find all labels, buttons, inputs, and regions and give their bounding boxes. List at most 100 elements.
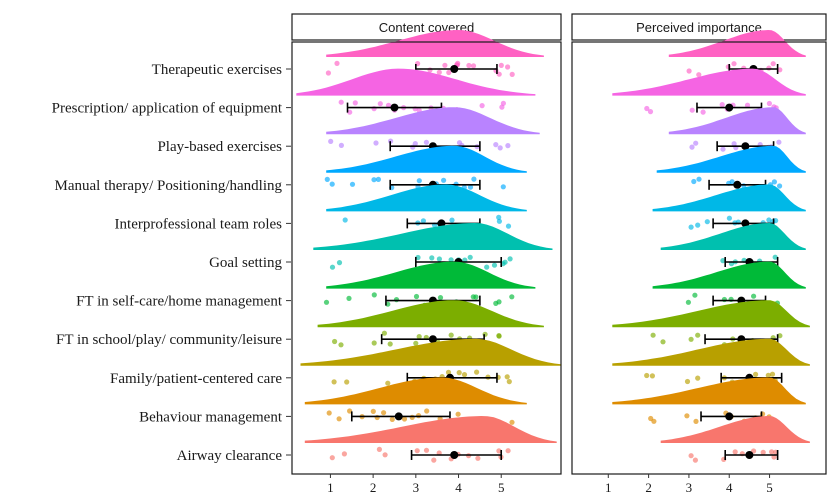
data-point [412,141,418,147]
data-point [507,256,513,262]
data-point [772,254,778,260]
data-point [446,69,452,76]
density-cloud [304,377,527,405]
data-point [324,176,330,182]
data-point [325,70,331,76]
density-cloud [326,145,527,173]
density-cloud [326,30,544,57]
data-point [731,141,737,147]
mean-point [450,451,459,459]
data-point [471,176,477,182]
data-point [760,449,766,455]
data-point [496,333,502,339]
data-point [505,64,511,70]
data-point [505,448,511,454]
data-point [496,448,502,454]
data-point [409,414,415,420]
data-point [505,223,512,229]
data-point [496,214,502,220]
data-point [352,100,358,106]
data-point [467,254,473,260]
data-point [482,331,488,337]
data-point [684,378,691,385]
density-cloud [656,145,806,173]
data-point [416,178,422,184]
density-cloud [668,107,806,135]
data-point [373,140,379,146]
data-point [692,292,698,298]
mean-point [741,219,750,228]
data-point [329,455,335,461]
data-point [769,371,776,377]
data-point [685,299,692,305]
data-point [500,100,506,106]
data-point [496,71,502,77]
category-label: Behaviour management [139,409,283,425]
x-tick-label: 4 [455,480,462,495]
data-point [332,338,338,345]
density-cloud [326,107,540,135]
data-point [475,455,481,461]
data-point [771,179,778,185]
density-cloud [300,338,561,366]
data-point [777,333,783,339]
data-point [777,183,783,189]
density-cloud [326,261,536,289]
mean-point [428,335,437,344]
x-tick-label: 1 [605,480,612,495]
density-cloud [612,377,806,405]
x-tick-label: 4 [726,480,733,495]
data-point [346,295,352,301]
data-point [393,297,400,303]
data-point [696,72,702,78]
data-point [342,217,348,223]
panel-title: Perceived importance [636,20,762,35]
data-point [695,375,701,381]
data-point [436,69,442,75]
data-point [491,262,498,268]
data-point [445,369,452,375]
data-point [509,71,515,77]
data-point [401,416,408,422]
data-point [377,101,383,107]
data-point [448,332,454,338]
data-point [338,342,344,348]
data-point [500,184,506,190]
density-cloud [652,261,806,289]
data-point [449,217,455,223]
density-cloud [317,300,544,328]
data-point [371,177,377,183]
data-point [766,65,772,71]
data-point [336,260,343,266]
data-point [651,418,657,424]
category-label: FT in school/play/ community/leisure [56,332,282,348]
data-point [341,451,347,457]
category-label: Therapeutic exercises [152,62,283,78]
x-tick-label: 5 [766,480,773,495]
data-point [497,145,503,151]
data-point [479,103,485,109]
data-point [371,340,377,346]
data-point [689,144,695,150]
mean-point [450,65,459,73]
data-point [496,299,502,305]
data-point [371,292,377,298]
data-point [691,178,697,185]
data-point [347,109,353,115]
data-point [688,453,694,459]
data-point [326,410,332,416]
density-cloud [304,416,557,443]
data-point [382,452,388,458]
data-point [770,61,776,67]
mean-point [725,412,734,421]
data-point [695,332,701,338]
data-point [420,218,426,224]
density-cloud [612,300,810,328]
data-point [442,62,448,68]
category-label: Goal setting [209,255,282,271]
category-label: Prescription/ application of equipment [52,101,283,117]
data-point [777,67,783,73]
panel-border [291,41,562,475]
data-point [769,449,775,455]
